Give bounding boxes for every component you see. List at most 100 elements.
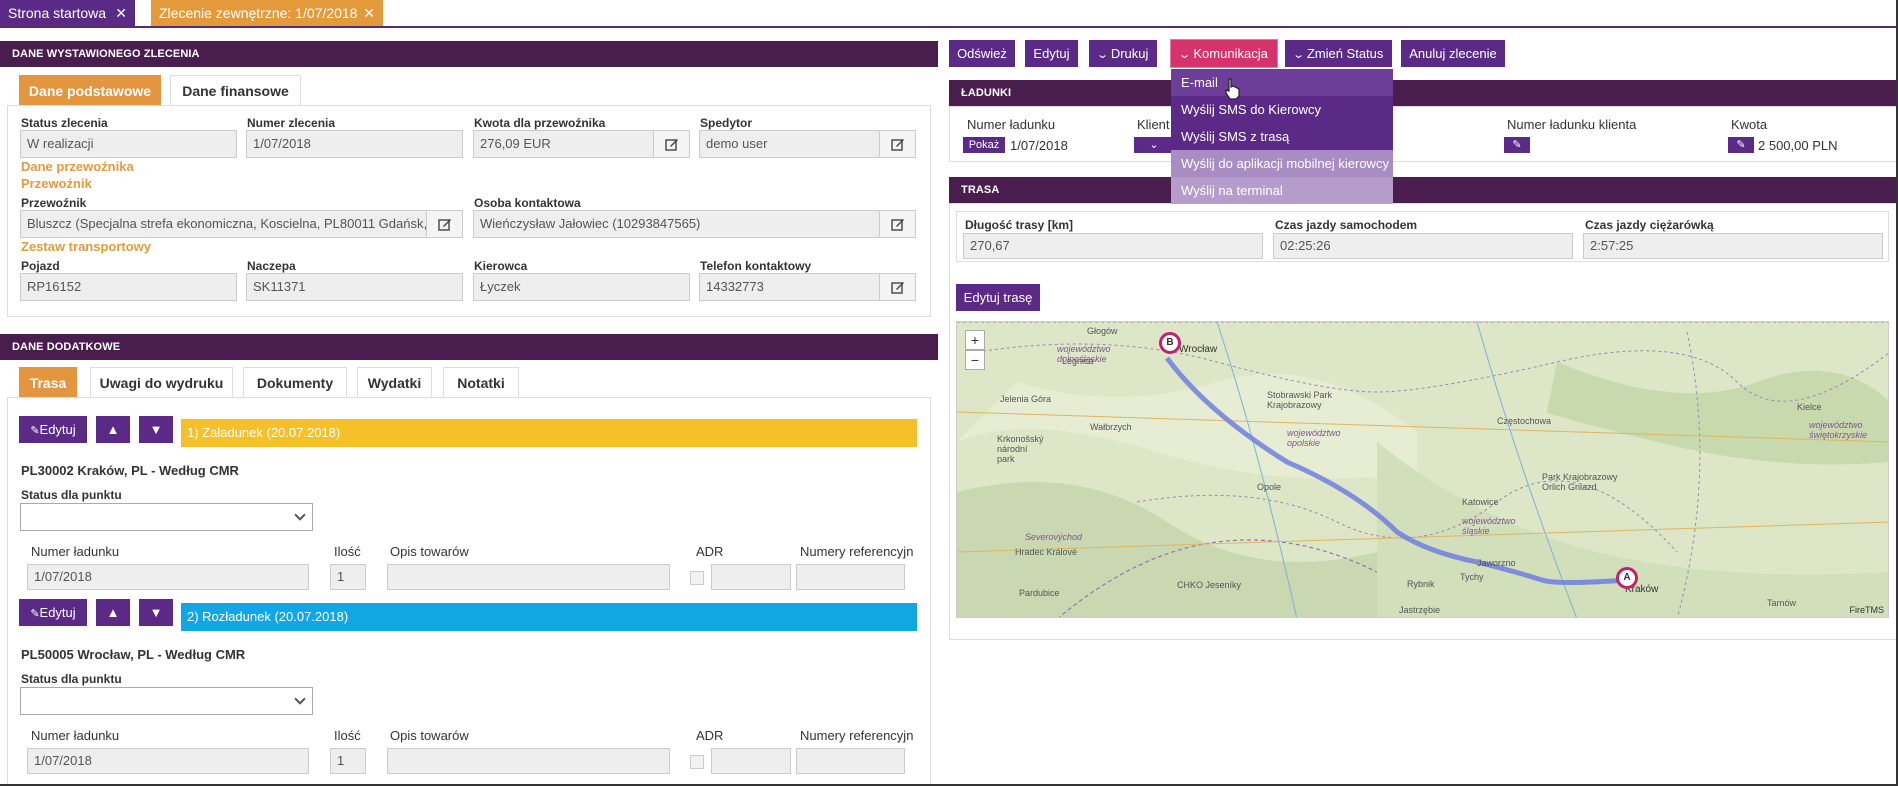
adr-field[interactable] <box>711 748 791 774</box>
route-map[interactable]: + − Wrocław Kraków Częstochowa Legnica W… <box>956 321 1889 618</box>
edit-button[interactable]: Edytuj <box>1025 40 1078 67</box>
load-number-field[interactable]: 1/07/2018 <box>27 748 309 774</box>
arrow-down-icon: ▼ <box>149 422 163 437</box>
close-icon[interactable]: ✕ <box>363 5 375 21</box>
tab-home[interactable]: Strona startowa ✕ <box>0 0 135 26</box>
close-icon[interactable]: ✕ <box>115 5 127 21</box>
amount-edit-button[interactable]: ✎ <box>1728 137 1754 153</box>
contact-edit-button[interactable] <box>879 210 916 238</box>
tab-order[interactable]: Zlecenie zewnętrzne: 1/07/2018 ✕ <box>151 0 383 26</box>
print-button[interactable]: ⌄ Drukuj <box>1089 40 1157 67</box>
vehicle-field[interactable]: RP16152 <box>20 273 237 301</box>
point-status-select[interactable] <box>20 503 313 531</box>
point-status-select[interactable] <box>20 687 313 715</box>
chevron-down-icon <box>294 693 306 705</box>
zoom-in-button[interactable]: + <box>965 330 985 350</box>
refresh-button[interactable]: Odśwież <box>949 40 1015 67</box>
dropdown-item-email[interactable]: E-mail <box>1171 69 1393 96</box>
col-qty: Ilość <box>334 728 361 743</box>
truck-time-field[interactable]: 2:57:25 <box>1583 233 1883 259</box>
phone-edit-button[interactable] <box>879 273 916 301</box>
dropdown-item-terminal[interactable]: Wyślij na terminal <box>1171 177 1393 204</box>
tab-basic-data[interactable]: Dane podstawowe <box>19 75 161 105</box>
adr-checkbox[interactable] <box>690 755 704 769</box>
load-number-field[interactable]: 1/07/2018 <box>27 564 309 590</box>
tab-financial-data[interactable]: Dane finansowe <box>170 75 301 105</box>
qty-field[interactable]: 1 <box>330 564 366 590</box>
carrier-edit-button[interactable] <box>426 210 463 238</box>
move-up-button[interactable]: ▲ <box>96 416 130 443</box>
desc-field[interactable] <box>387 564 670 590</box>
map-label: Jaworzno <box>1477 558 1516 568</box>
refs-field[interactable] <box>796 748 905 774</box>
car-time-field[interactable]: 02:25:26 <box>1273 233 1573 259</box>
status-label: Status zlecenia <box>21 116 108 130</box>
amount-edit-button[interactable] <box>653 130 690 158</box>
map-region-label: województwo opolskie <box>1287 428 1341 448</box>
point-edit-button[interactable]: ✎Edytuj <box>19 416 87 443</box>
tab-home-label: Strona startowa <box>8 5 107 21</box>
col-load-number: Numer ładunku <box>967 117 1056 132</box>
adr-checkbox[interactable] <box>690 571 704 585</box>
edit-route-button[interactable]: Edytuj trasę <box>956 284 1040 311</box>
trailer-field[interactable]: SK11371 <box>246 273 463 301</box>
contact-field[interactable]: Wieńczysław Jałowiec (10293847565) <box>473 210 881 238</box>
cancel-order-button[interactable]: Anuluj zlecenie <box>1401 40 1505 67</box>
zoom-out-button[interactable]: − <box>965 350 985 370</box>
order-number-label: Numer zlecenia <box>247 116 336 130</box>
map-label: Rybnik <box>1407 579 1435 589</box>
tab-print-notes[interactable]: Uwagi do wydruku <box>90 367 233 397</box>
map-label: Hradec Králové <box>1015 547 1078 557</box>
route-length-label: Długość trasy [km] <box>965 218 1074 232</box>
edit-icon <box>665 139 678 151</box>
route-length-field[interactable]: 270,67 <box>963 233 1263 259</box>
tab-order-label: Zlecenie zewnętrzne: 1/07/2018 <box>159 5 358 21</box>
communication-button[interactable]: ⌄ Komunikacja <box>1170 39 1278 68</box>
marker-b-label: B <box>1166 337 1174 348</box>
move-down-button[interactable]: ▼ <box>139 416 173 443</box>
move-up-button[interactable]: ▲ <box>96 599 130 626</box>
forwarder-edit-button[interactable] <box>879 130 916 158</box>
map-label: Jelenia Góra <box>1000 394 1052 404</box>
change-status-button[interactable]: ⌄ Zmień Status <box>1285 40 1392 67</box>
desc-field[interactable] <box>387 748 670 774</box>
move-down-button[interactable]: ▼ <box>139 599 173 626</box>
point-edit-label: Edytuj <box>39 605 76 620</box>
phone-field[interactable]: 14332773 <box>699 273 880 301</box>
tab-notes[interactable]: Notatki <box>443 367 519 397</box>
loading-point-title: 1) Załadunek (20.07.2018) <box>187 425 341 440</box>
refs-field[interactable] <box>796 564 905 590</box>
map-label: Opole <box>1257 482 1282 492</box>
dropdown-item-sms-route[interactable]: Wyślij SMS z trasą <box>1171 123 1393 150</box>
col-qty: Ilość <box>334 544 361 559</box>
carrier-field[interactable]: Bluszcz (Specjalna strefa ekonomiczna, K… <box>20 210 428 238</box>
col-client-load-number: Numer ładunku klienta <box>1507 117 1637 132</box>
tab-route[interactable]: Trasa <box>19 367 77 397</box>
dropdown-item-mobile-app[interactable]: Wyślij do aplikacji mobilnej kierowcy <box>1171 150 1393 177</box>
print-label: Drukuj <box>1110 46 1149 61</box>
qty-field[interactable]: 1 <box>330 748 366 774</box>
tab-documents[interactable]: Dokumenty <box>243 367 347 397</box>
order-number-field[interactable]: 1/07/2018 <box>246 130 463 158</box>
tab-expenses[interactable]: Wydatki <box>357 367 432 397</box>
car-time-label: Czas jazdy samochodem <box>1275 218 1418 232</box>
show-load-button[interactable]: Pokaż <box>963 137 1005 153</box>
driver-field[interactable]: Łyczek <box>473 273 690 301</box>
client-load-edit-button[interactable]: ✎ <box>1504 137 1530 153</box>
amount-field[interactable]: 276,09 EUR <box>473 130 654 158</box>
adr-field[interactable] <box>711 564 791 590</box>
client-button[interactable]: ⌄ <box>1134 137 1174 153</box>
route-points-panel <box>7 397 931 786</box>
map-region-label: CHKO Jeseníky <box>1177 580 1242 590</box>
forwarder-field[interactable]: demo user <box>699 130 880 158</box>
status-field[interactable]: W realizacji <box>20 130 237 158</box>
map-region-label: Park Krajobrazowy Orlich Gniazd <box>1542 472 1618 492</box>
point-edit-button[interactable]: ✎Edytuj <box>19 599 87 626</box>
dropdown-item-sms-driver[interactable]: Wyślij SMS do Kierowcy <box>1171 96 1393 123</box>
communication-dropdown: E-mail Wyślij SMS do Kierowcy Wyślij SMS… <box>1171 69 1393 204</box>
amount-value: 2 500,00 PLN <box>1758 138 1838 153</box>
unloading-point-title: 2) Rozładunek (20.07.2018) <box>187 609 349 624</box>
marker-b[interactable]: B <box>1159 332 1181 354</box>
marker-a[interactable]: A <box>1616 567 1638 589</box>
chevron-down-icon: ⌄ <box>1095 49 1109 61</box>
